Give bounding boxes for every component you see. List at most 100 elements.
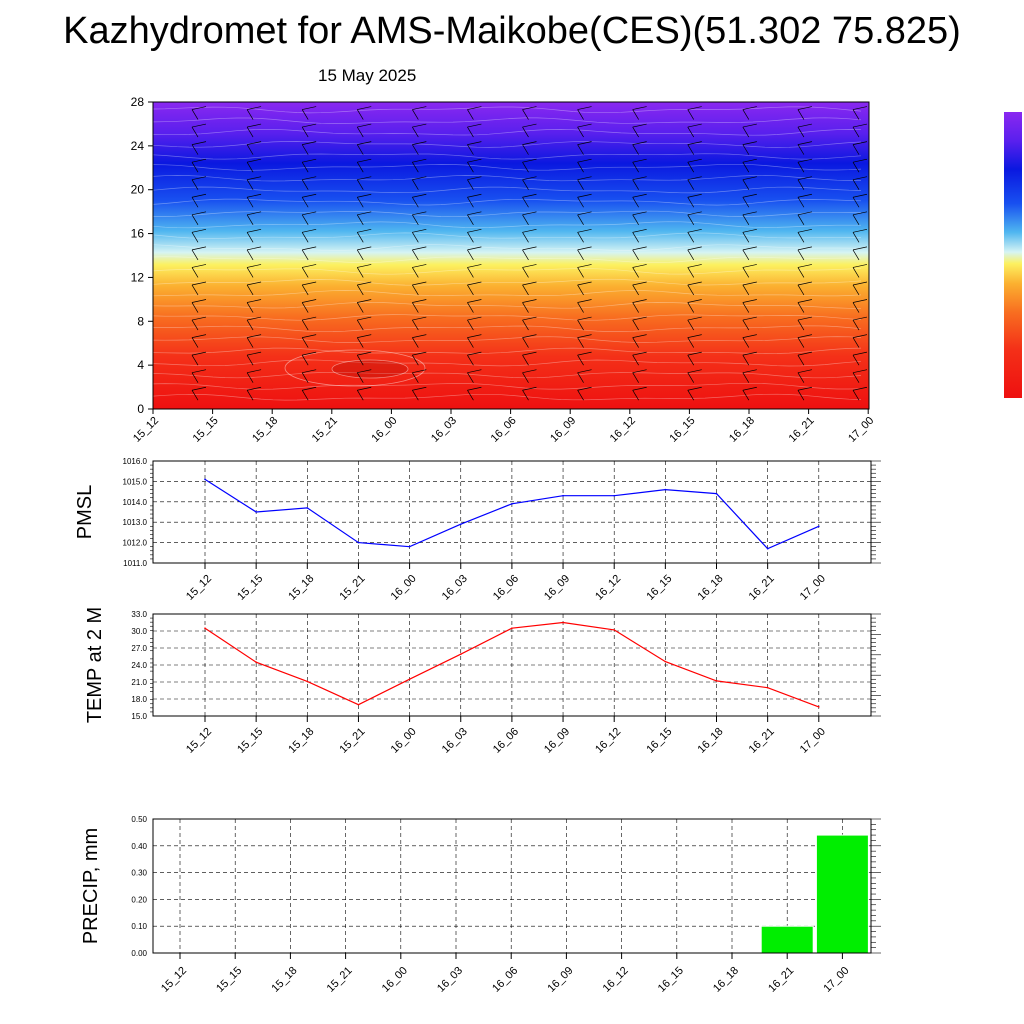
y-tick-label: 8 (137, 314, 144, 328)
wind-barb (632, 193, 647, 198)
wind-barb (632, 232, 639, 243)
wind-barb (467, 386, 482, 391)
wind-barb (797, 369, 812, 374)
wind-barb (357, 193, 372, 198)
wind-barb (467, 141, 482, 145)
wind-barb (302, 229, 317, 233)
plot-frame (152, 613, 872, 717)
x-tick-label: 16_06 (491, 726, 521, 756)
x-tick-label: 16_03 (440, 573, 470, 603)
wind-barb (852, 229, 868, 233)
wind-barb (632, 109, 639, 120)
wind-barb (191, 281, 207, 286)
wind-barb (742, 158, 757, 163)
contour-line (152, 314, 862, 321)
data-point (357, 541, 360, 544)
data-point (357, 703, 360, 706)
wind-barb (467, 299, 482, 303)
wind-barb (412, 369, 427, 374)
wind-barb (522, 351, 537, 356)
x-tick-label: 16_06 (490, 965, 520, 995)
wind-barb (467, 176, 482, 181)
wind-barb (797, 386, 812, 391)
wind-barb (357, 334, 372, 338)
x-tick-label: 15_12 (184, 573, 214, 603)
wind-barb (742, 390, 750, 401)
wind-barb (412, 299, 427, 303)
x-tick-label: 16_15 (644, 726, 674, 756)
wind-barb (742, 246, 757, 251)
wind-barb (467, 354, 474, 366)
wind-barb (467, 123, 482, 128)
wind-barb (467, 144, 474, 155)
wind-barb (191, 319, 199, 331)
wind-barb (191, 109, 199, 120)
wind-barb (577, 176, 592, 181)
wind-barb (191, 126, 199, 138)
wind-barb (467, 334, 482, 338)
wind-barb (687, 264, 702, 268)
wind-barb (522, 390, 529, 401)
wind-barb (742, 106, 757, 110)
wind-barb (467, 316, 482, 321)
wind-barb (797, 351, 812, 356)
wind-barb (412, 281, 427, 286)
wind-barb (797, 197, 805, 208)
wind-barb (742, 176, 757, 181)
wind-barb (687, 386, 702, 391)
wind-barb (742, 126, 750, 138)
wind-barb (522, 179, 529, 190)
colorbar (1004, 112, 1022, 398)
wind-barb (356, 179, 364, 190)
wind-barb (742, 267, 750, 278)
wind-barb (687, 319, 695, 331)
wind-barb (687, 211, 702, 216)
wind-barb (852, 214, 860, 225)
wind-barb (191, 354, 199, 366)
wind-barb (412, 284, 419, 296)
wind-barb (467, 158, 482, 163)
wind-barb (246, 372, 254, 383)
wind-barb (577, 302, 584, 313)
wind-barb (742, 193, 757, 198)
wind-barb (522, 214, 529, 225)
wind-barb (412, 264, 427, 268)
x-tick-label: 16_00 (389, 573, 419, 603)
wind-barb (577, 354, 584, 366)
x-tick-label: 15_12 (131, 415, 161, 445)
wind-barb (522, 249, 529, 261)
wind-barb (357, 123, 372, 128)
wind-barb (356, 126, 364, 138)
wind-barb (687, 249, 695, 261)
wind-barb (522, 316, 537, 321)
wind-barb (632, 211, 647, 216)
wind-barb (522, 386, 537, 391)
wind-barb (246, 249, 254, 261)
data-point (766, 547, 769, 550)
wind-barb (247, 264, 262, 268)
contour-line (152, 175, 861, 182)
wind-barb (632, 390, 639, 401)
wind-barb (577, 281, 592, 286)
wind-barb (797, 390, 805, 401)
wind-barb (467, 249, 474, 261)
wind-barb (467, 179, 474, 190)
wind-barb (742, 249, 750, 261)
data-point (255, 661, 257, 663)
precip-bar (760, 925, 814, 954)
wind-barb (797, 123, 812, 128)
wind-barb (191, 267, 199, 278)
wind-barb (246, 390, 254, 401)
wind-barb (797, 281, 812, 286)
contour-line (152, 117, 862, 124)
x-tick-label: 15_21 (325, 965, 355, 995)
wind-barb (852, 141, 868, 145)
x-tick-label: 17_00 (798, 726, 828, 756)
y-axis-label: TEMP at 2 M (84, 607, 106, 723)
wind-barb (412, 390, 419, 401)
y-tick-label: 4 (137, 358, 144, 372)
wind-barb (356, 337, 364, 348)
wind-barb (467, 193, 482, 198)
data-point (613, 494, 615, 497)
contour-line (152, 359, 862, 367)
